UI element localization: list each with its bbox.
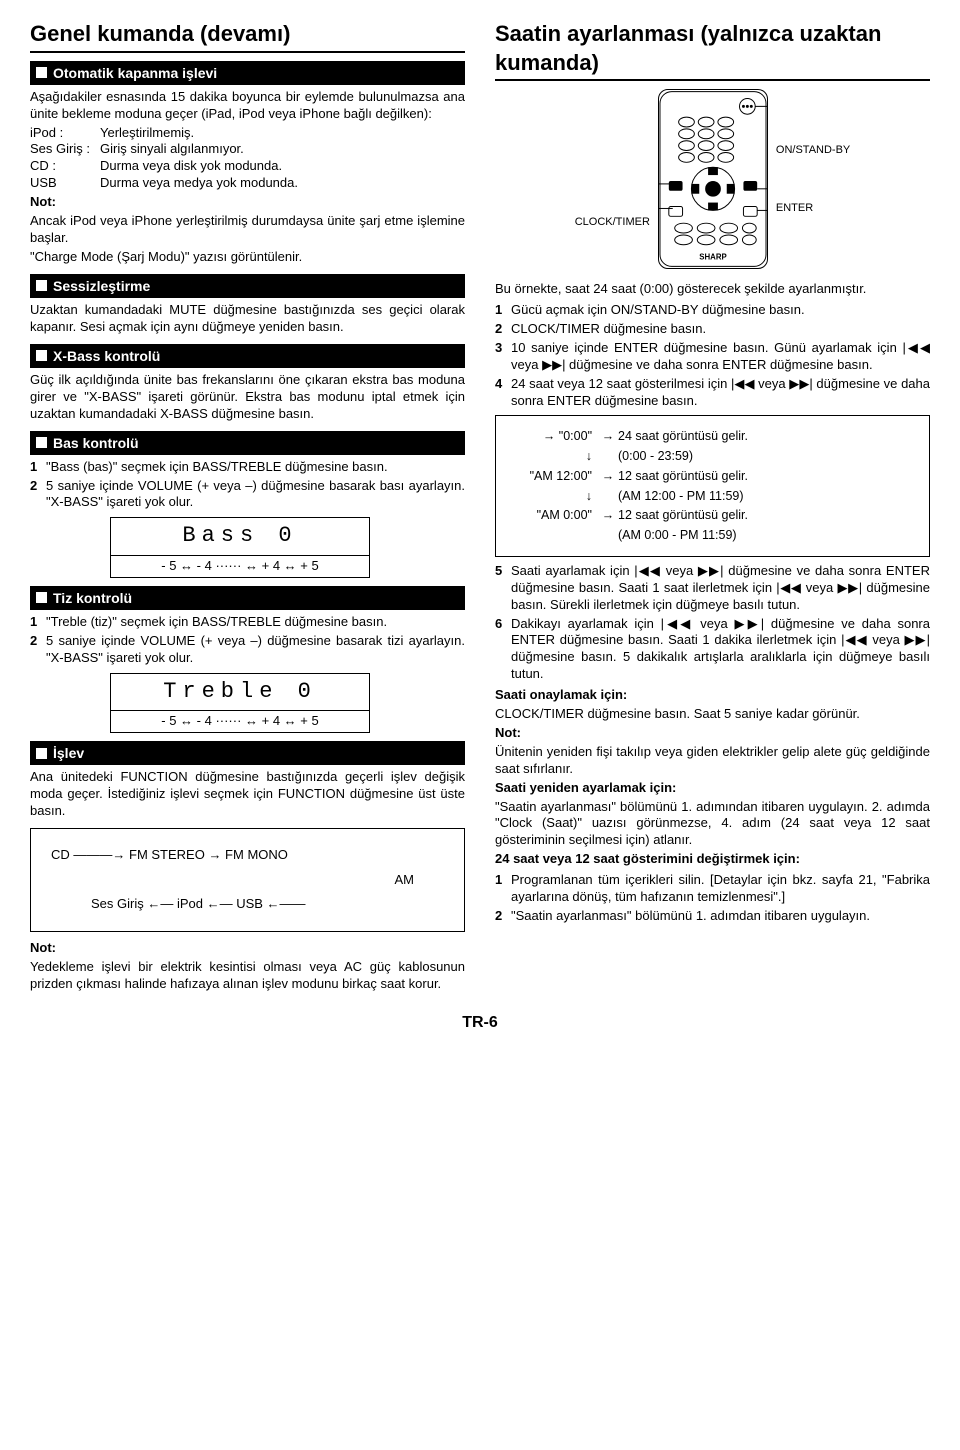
sec-auto-off: Otomatik kapanma işlevi [30,61,465,85]
sec3-body: Güç ilk açıldığında ünite bas frekanslar… [30,372,465,423]
label-clocktimer: CLOCK/TIMER [575,129,650,229]
sec-function: İşlev [30,741,465,765]
change-h: 24 saat veya 12 saat gösterimini değişti… [495,851,930,868]
sec1-note1: Ancak iPod veya iPhone yerleştirilmiş du… [30,213,465,247]
remote-icon: SHARP [658,89,768,269]
left-column: Genel kumanda (devamı) Otomatik kapanma … [30,20,465,995]
labels-right: ON/STAND-BY ENTER [776,143,850,214]
sec1-note-label: Not: [30,194,465,211]
clock-format-flow: → "0:00"→24 saat görüntüsü gelir. ↓(0:00… [495,415,930,557]
left-heading: Genel kumanda (devamı) [30,20,465,53]
confirm-h: Saati onaylamak için: [495,687,930,704]
treble-lcd: Treble 0 - 5 ↔ - 4 ······ ↔ + 4 ↔ + 5 [110,673,370,733]
svg-text:SHARP: SHARP [699,253,726,262]
readjust-body: "Saatin ayarlanması" bölümünü 1. adımınd… [495,799,930,850]
sec-xbass: X-Bass kontrolü [30,344,465,368]
right-note: Ünitenin yeniden fişi takılıp veya giden… [495,744,930,778]
remote-figure: CLOCK/TIMER [495,89,930,269]
sec1-intro: Aşağıdakiler esnasında 15 dakika boyunca… [30,89,465,123]
sec4-list: 1"Bass (bas)" seçmek için BASS/TREBLE dü… [30,459,465,512]
bass-lcd: Bass 0 - 5 ↔ - 4 ······ ↔ + 4 ↔ + 5 [110,517,370,577]
right-heading: Saatin ayarlanması (yalnızca uzaktan kum… [495,20,930,81]
right-intro: Bu örnekte, saat 24 saat (0:00) gösterec… [495,281,930,298]
function-flow: CD ———→ FM STEREO → FM MONO AM Ses Giriş… [30,828,465,932]
sec-mute: Sessizleştirme [30,274,465,298]
sec2-body: Uzaktan kumandadaki MUTE düğmesine bastı… [30,302,465,336]
sec6-body: Ana ünitedeki FUNCTION düğmesine bastığı… [30,769,465,820]
right-steps: 1Gücü açmak için ON/STAND-BY düğmesine b… [495,302,930,409]
sec-bass: Bas kontrolü [30,431,465,455]
sec-treble: Tiz kontrolü [30,586,465,610]
page-number: TR-6 [30,1013,930,1034]
right-column: Saatin ayarlanması (yalnızca uzaktan kum… [495,20,930,995]
readjust-h: Saati yeniden ayarlamak için: [495,780,930,797]
change-list: 1Programlanan tüm içerikleri silin. [Det… [495,872,930,925]
right-steps-56: 5Saati ayarlamak için |◀◀ veya ▶▶| düğme… [495,563,930,683]
sec1-note2: "Charge Mode (Şarj Modu)" yazısı görüntü… [30,249,465,266]
sec6-note-label: Not: [30,940,465,957]
sec5-list: 1"Treble (tiz)" seçmek için BASS/TREBLE … [30,614,465,667]
right-note-label: Not: [495,725,930,742]
confirm-body: CLOCK/TIMER düğmesine basın. Saat 5 sani… [495,706,930,723]
sec6-note: Yedekleme işlevi bir elektrik kesintisi … [30,959,465,993]
sec1-defs: iPod :Yerleştirilmemiş. Ses Giriş :Giriş… [30,125,465,193]
